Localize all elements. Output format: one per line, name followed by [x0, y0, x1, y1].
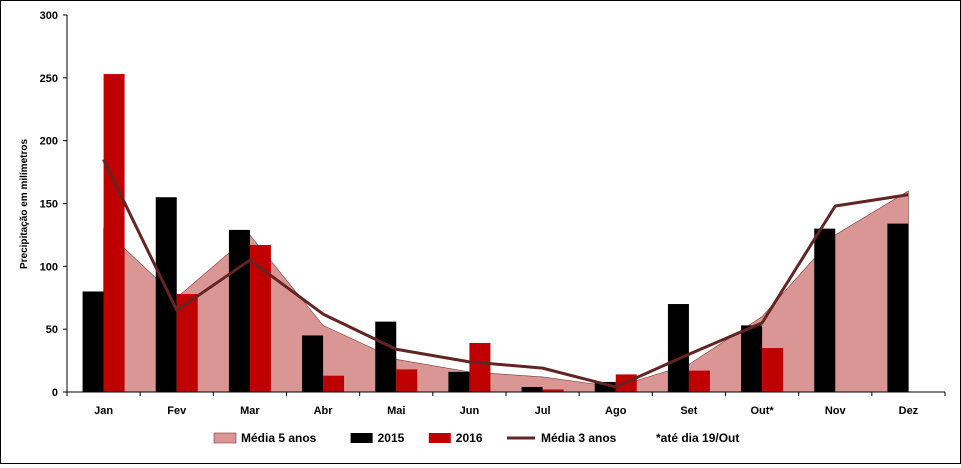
area-layer — [103, 190, 909, 393]
bar-2016-jun — [469, 342, 491, 392]
bar-2015-jun — [448, 371, 470, 392]
y-tick-label: 250 — [40, 73, 58, 85]
y-tick-label: 100 — [40, 261, 58, 273]
footnote: *até dia 19/Out — [656, 431, 739, 445]
y-tick-label: 200 — [40, 136, 58, 148]
bar-2016-mai — [396, 369, 418, 392]
bar-2015-nov — [814, 228, 836, 392]
bar-2016-mar — [249, 244, 271, 392]
area-media-5-anos — [103, 190, 909, 393]
bar-2015-fev — [155, 197, 177, 392]
bar-2016-abr — [323, 375, 345, 392]
bar-2016-jul — [542, 389, 564, 392]
bar-2015-abr — [302, 335, 324, 392]
bar-2015-ago — [594, 381, 616, 392]
legend-label-m-dia-3-anos: Média 3 anos — [541, 431, 617, 445]
y-tick-label: 300 — [40, 10, 58, 22]
x-tick-label: Set — [680, 405, 697, 417]
y-axis-label: Precipitação em milímetros — [19, 139, 30, 269]
bar-2015-set — [667, 304, 689, 392]
x-tick-label: Jul — [535, 405, 551, 417]
x-tick-label: Abr — [314, 405, 334, 417]
legend-label-m-dia-5-anos: Média 5 anos — [241, 431, 317, 445]
x-tick-label: Fev — [167, 405, 187, 417]
y-tick-label: 150 — [40, 199, 58, 211]
y-tick-label: 0 — [52, 387, 58, 399]
x-tick-label: Mai — [387, 405, 405, 417]
x-tick-label: Dez — [899, 405, 919, 417]
legend-label-2015: 2015 — [378, 431, 405, 445]
line-media-3-anos — [102, 158, 909, 389]
x-tick-label: Ago — [605, 405, 627, 417]
bar-2016-set — [688, 370, 710, 392]
bar-layer — [82, 74, 909, 393]
legend: Média 5 anos 2015 2016 Média 3 anos *até dia… — [213, 431, 739, 445]
legend-label-2016: 2016 — [456, 431, 483, 445]
x-tick-label: Nov — [825, 405, 847, 417]
bar-2016-out — [762, 348, 784, 392]
x-tick-label: Out* — [750, 405, 774, 417]
axis-layer: 0 50 100 150 200 250 300 Jan Fev Mar Abr Mai Jun Jul A… — [40, 10, 946, 417]
x-tick-label: Jun — [460, 405, 480, 417]
bar-2015-mar — [228, 229, 250, 392]
x-tick-label: Jan — [94, 405, 113, 417]
bar-2015-jan — [82, 291, 104, 392]
bar-2016-jan — [103, 74, 125, 393]
bar-2016-fev — [176, 293, 198, 392]
legend-swatch-2015 — [350, 433, 373, 443]
x-tick-label: Mar — [240, 405, 260, 417]
y-tick-label: 50 — [46, 324, 58, 336]
line-layer — [102, 158, 909, 389]
legend-swatch-2016 — [428, 433, 451, 443]
legend-swatch-m-dia-5-anos — [213, 432, 237, 444]
bar-2015-mai — [375, 321, 397, 392]
bar-2015-jul — [521, 386, 543, 392]
bar-2015-out — [741, 325, 763, 392]
bar-2015-dez — [887, 223, 909, 392]
